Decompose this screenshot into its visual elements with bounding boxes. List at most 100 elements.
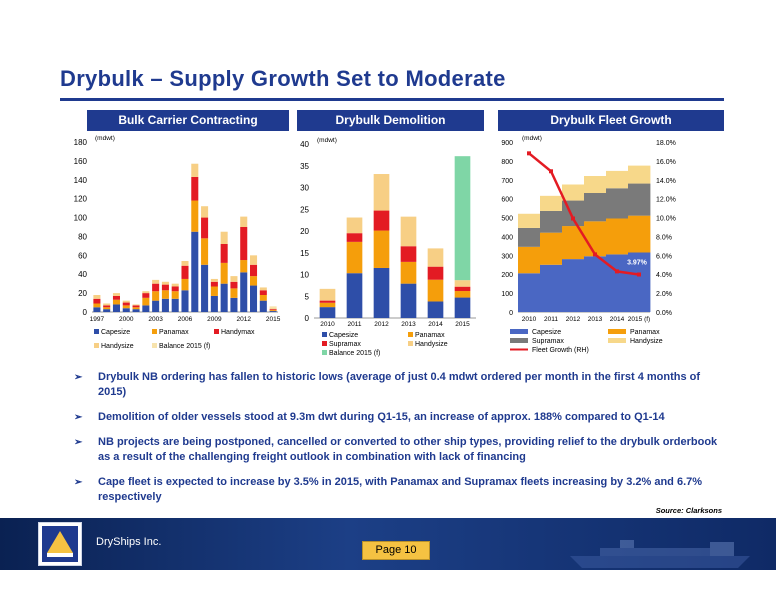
bar-segment [152,283,160,292]
y-tick-label: 0 [305,314,310,323]
bar-segment [373,174,390,211]
y2-tick-label: 18.0% [656,140,676,147]
y-tick-label: 200 [501,272,513,279]
line-marker [571,216,575,221]
bar-segment [250,264,258,277]
line-marker [615,269,619,274]
bar-segment [132,305,140,308]
bar-segment [427,279,444,302]
y-tick-label: 100 [501,291,513,298]
y-tick-label: 0 [509,310,513,317]
bar-segment [454,280,471,287]
bar-segment [103,309,111,312]
area-segment [540,264,563,312]
bar-segment [201,206,209,218]
line-marker [549,169,553,174]
bar-segment [201,217,209,239]
bar-segment [269,310,277,312]
bar-segment [122,302,130,306]
line-marker [527,151,531,156]
x-tick-label: 2011 [348,321,362,328]
arrow-bullet-icon: ➢ [74,412,83,423]
bar-segment [210,281,218,287]
bar-segment [240,227,248,261]
unit-label: (mdwt) [95,135,115,142]
legend-swatch [608,329,626,334]
demolition-chart-svg: 0 5 10 15 20 25 30 35 40 (mdwt) 2010 2011 2012 2013 20… [300,137,476,357]
bar-segment [93,307,101,312]
bar-segment [240,272,248,312]
y-tick-label: 700 [501,178,513,185]
bar-segment [230,276,238,282]
area-segment [518,273,541,312]
x-tick-label: 2013 [401,321,416,328]
bar-segment [201,238,209,265]
bar-segment [112,299,120,305]
bar-segment [269,309,277,311]
bar-segment [269,311,277,312]
area-segment [606,218,629,255]
bar-segment [152,300,160,312]
bar-segment [112,304,120,312]
bullet-text: Demolition of older vessels stood at 9.3… [98,411,665,423]
data-label: 3.97% [627,260,648,267]
legend-label: Supramax [532,338,564,345]
y-tick-label: 800 [501,159,513,166]
y-tick-label: 140 [74,176,88,185]
y-tick-label: 30 [300,184,309,193]
bar-segment [122,308,130,312]
area-segment [628,183,651,216]
y2-tick-label: 6.0% [656,253,672,260]
bullet-text: NB projects are being postponed, cancell… [98,436,718,463]
bar-segment [259,290,267,295]
y-tick-label: 5 [305,292,310,301]
area-segment [628,215,651,253]
legend-swatch [214,329,219,334]
bar-segment [161,281,169,285]
bar-segment [181,261,189,266]
legend-label: Panamax [415,332,445,339]
bar-segment [191,163,199,177]
bar-segment [210,286,218,296]
bar-segment [220,262,228,284]
legend-label: Capesize [532,329,561,336]
bar-segment [250,255,258,265]
y2-tick-label: 2.0% [656,291,672,298]
area-segment [606,170,629,189]
bar-segment [210,278,218,282]
bar-segment [400,246,417,262]
area-segment [562,184,585,201]
bar-segment [250,285,258,312]
y-tick-label: 60 [78,251,87,260]
y-tick-label: 0 [83,308,88,317]
legend-label: Handymax [221,329,255,336]
legend-label: Panamax [159,329,189,336]
bar-segment [269,306,277,309]
bar-segment [142,293,150,298]
bar-segment [230,281,238,289]
x-tick-label: 2003 [148,316,163,323]
y2-tick-label: 14.0% [656,178,676,185]
legend-label: Balance 2015 (f) [329,350,380,357]
contracting-chart-svg: 0 20 40 60 80 100 120 140 160 180 (mdwt) 1997 2000 20… [74,135,281,350]
bar-segment [171,286,179,292]
y2-tick-label: 0.0% [656,310,672,317]
x-tick-label: 2015 (f) [628,316,650,323]
legend-swatch [408,332,413,337]
area-segment [518,246,541,274]
line-marker [637,272,641,277]
bar-segment [220,244,228,263]
legend-swatch [408,341,413,346]
y-tick-label: 20 [78,289,87,298]
legend-swatch [152,329,157,334]
bar-segment [132,309,140,312]
source-note: Source: Clarksons [655,506,722,515]
legend-label: Balance 2015 (f) [159,343,210,350]
x-tick-label: 2010 [320,321,335,328]
y-tick-label: 40 [78,270,87,279]
y-tick-label: 160 [74,157,88,166]
y-tick-label: 180 [74,138,88,147]
bar-segment [319,288,336,301]
bar-segment [400,261,417,284]
bar-segment [161,284,169,291]
